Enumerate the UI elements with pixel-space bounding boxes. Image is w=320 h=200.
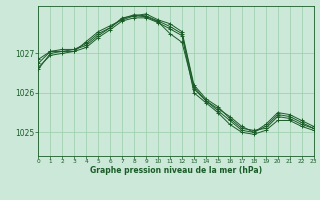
X-axis label: Graphe pression niveau de la mer (hPa): Graphe pression niveau de la mer (hPa) (90, 166, 262, 175)
